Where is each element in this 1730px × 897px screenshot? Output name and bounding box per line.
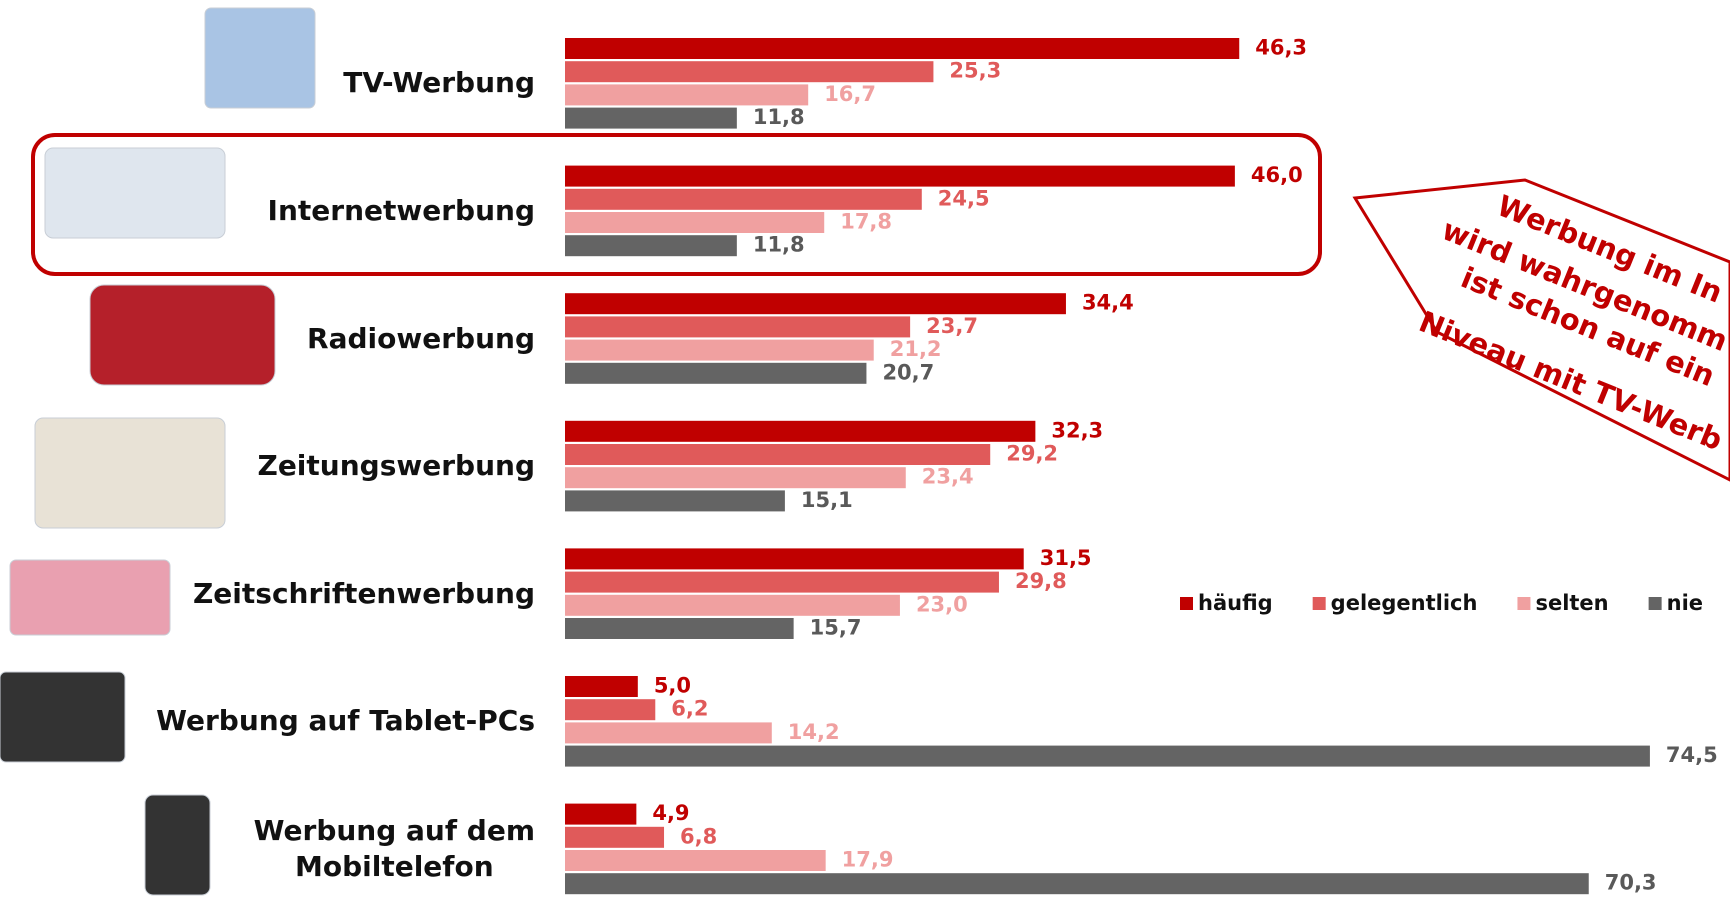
category-label: Werbung auf Tablet-PCs bbox=[156, 704, 535, 738]
bar bbox=[565, 803, 637, 825]
value-label: 34,4 bbox=[1082, 291, 1134, 315]
category-label: Internetwerbung bbox=[267, 193, 535, 227]
highlight-box bbox=[31, 133, 1322, 276]
bar bbox=[565, 873, 1589, 895]
bar bbox=[565, 61, 934, 83]
value-label: 6,8 bbox=[680, 824, 717, 848]
bar bbox=[565, 84, 809, 106]
bar bbox=[565, 722, 772, 744]
bar bbox=[565, 362, 867, 384]
value-label: 29,2 bbox=[1006, 442, 1058, 466]
bar bbox=[565, 38, 1240, 59]
legend-label: selten bbox=[1535, 591, 1608, 615]
value-label: 15,1 bbox=[801, 488, 853, 512]
legend-swatch bbox=[1517, 597, 1531, 610]
value-label: 23,7 bbox=[926, 314, 978, 338]
category-label: TV-Werbung bbox=[343, 66, 535, 100]
value-label: 23,4 bbox=[922, 465, 974, 489]
bar bbox=[565, 548, 1024, 570]
bar bbox=[565, 676, 638, 697]
value-label: 21,2 bbox=[890, 337, 942, 361]
value-label: 31,5 bbox=[1040, 546, 1092, 570]
value-label: 14,2 bbox=[788, 720, 840, 744]
value-label: 74,5 bbox=[1666, 743, 1718, 767]
bar bbox=[565, 850, 826, 871]
icons bbox=[0, 7, 316, 896]
category-label: Zeitungswerbung bbox=[257, 449, 535, 483]
bar bbox=[565, 107, 737, 129]
bar bbox=[565, 212, 825, 233]
value-label: 20,7 bbox=[882, 360, 934, 384]
legend-swatch bbox=[1648, 597, 1662, 610]
value-label: 25,3 bbox=[949, 59, 1001, 83]
bar bbox=[565, 339, 874, 361]
annotation-arrow bbox=[1352, 178, 1730, 482]
bar bbox=[565, 235, 737, 257]
legend-swatch bbox=[1180, 597, 1193, 610]
bar bbox=[565, 699, 656, 721]
legend-label: gelegentlich bbox=[1331, 591, 1478, 615]
value-label: 4,9 bbox=[652, 801, 689, 825]
bar bbox=[565, 293, 1066, 315]
bar bbox=[565, 444, 991, 465]
bar bbox=[565, 594, 900, 616]
category-label: Werbung auf dem Mobiltelefon bbox=[253, 813, 535, 883]
value-label: 11,8 bbox=[753, 233, 805, 257]
bar bbox=[565, 420, 1036, 442]
bar bbox=[565, 165, 1235, 187]
bar bbox=[565, 188, 922, 210]
value-label: 17,9 bbox=[842, 848, 894, 872]
value-label: 17,8 bbox=[840, 210, 892, 234]
value-label: 70,3 bbox=[1605, 871, 1657, 895]
category-label: Radiowerbung bbox=[307, 321, 535, 355]
value-label: 23,0 bbox=[916, 592, 968, 616]
legend-label: häufig bbox=[1198, 591, 1273, 615]
bar bbox=[565, 467, 906, 489]
category-label: Zeitschriftenwerbung bbox=[193, 576, 535, 610]
bar bbox=[565, 618, 794, 639]
value-label: 24,5 bbox=[938, 186, 990, 210]
value-label: 6,2 bbox=[671, 697, 708, 721]
value-label: 46,0 bbox=[1251, 163, 1303, 187]
value-label: 5,0 bbox=[654, 674, 691, 698]
bar bbox=[565, 571, 999, 593]
value-label: 46,3 bbox=[1255, 36, 1307, 60]
bar bbox=[565, 490, 785, 512]
value-label: 29,8 bbox=[1015, 569, 1067, 593]
value-label: 11,8 bbox=[753, 105, 805, 129]
value-label: 16,7 bbox=[824, 82, 876, 106]
legend-swatch bbox=[1312, 597, 1326, 610]
bar bbox=[565, 316, 911, 338]
legend-label: nie bbox=[1667, 591, 1703, 615]
value-label: 32,3 bbox=[1051, 418, 1103, 442]
bar bbox=[565, 745, 1650, 767]
value-label: 15,7 bbox=[810, 616, 862, 640]
bar bbox=[565, 826, 665, 848]
